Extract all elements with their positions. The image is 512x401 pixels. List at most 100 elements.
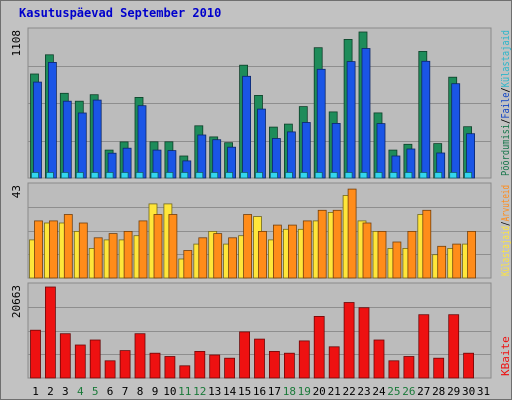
bar-middle-2-day-26 <box>407 230 417 279</box>
bar-top-3-day-3 <box>60 172 69 179</box>
ytick-max-label-top: 1108 <box>10 30 23 57</box>
bar-top-2-day-5 <box>92 99 102 179</box>
bar-middle-2-day-11 <box>183 250 193 279</box>
legend-entry-arvuteid: Arvuteid <box>499 185 512 221</box>
bar-top-2-day-12 <box>197 134 207 179</box>
legend-separator: / <box>499 221 512 226</box>
bar-top-3-day-26 <box>404 172 413 179</box>
bar-top-3-day-4 <box>75 172 84 179</box>
bar-middle-2-day-9 <box>153 214 163 279</box>
bar-top-2-day-15 <box>242 75 252 179</box>
ytick-max-label-middle: 43 <box>10 185 23 198</box>
legend-middle: Külastajaid/Arvuteid <box>499 185 512 276</box>
bar-bottom-1-day-4 <box>74 344 86 379</box>
bar-top-2-day-29 <box>451 83 461 179</box>
bar-middle-2-day-24 <box>377 230 387 279</box>
bar-top-3-day-1 <box>31 172 39 179</box>
bar-top-2-day-3 <box>62 100 72 179</box>
chart-title: Kasutuspäevad September 2010 <box>19 6 222 20</box>
bar-bottom-1-day-22 <box>343 302 355 379</box>
bar-bottom-1-day-17 <box>268 350 280 379</box>
bar-bottom-1-day-21 <box>328 346 340 379</box>
bar-top-3-day-15 <box>240 172 249 179</box>
bar-top-2-day-16 <box>257 108 266 179</box>
bar-bottom-1-day-20 <box>313 315 325 379</box>
x-tick-label-16: 16 <box>253 385 266 398</box>
bar-middle-2-day-7 <box>123 230 133 279</box>
bar-bottom-1-day-1 <box>30 329 41 379</box>
x-tick-label-18: 18 <box>283 385 296 398</box>
bar-middle-2-day-10 <box>168 214 178 279</box>
x-tick-label-29: 29 <box>447 385 460 398</box>
bar-middle-2-day-19 <box>302 220 312 279</box>
bar-middle-2-day-18 <box>287 224 297 279</box>
bar-middle-2-day-16 <box>258 230 267 279</box>
bar-top-3-day-19 <box>299 172 308 179</box>
x-tick-label-11: 11 <box>178 385 191 398</box>
bar-middle-2-day-21 <box>332 209 342 279</box>
x-tick-label-25: 25 <box>387 385 400 398</box>
bar-middle-2-day-2 <box>49 220 58 279</box>
bar-top-2-day-27 <box>421 60 431 179</box>
bar-top-3-day-5 <box>90 172 99 179</box>
bar-top-3-day-18 <box>284 172 293 179</box>
bar-top-2-day-24 <box>376 123 386 179</box>
bar-top-2-day-22 <box>346 61 356 179</box>
legend-separator: / <box>499 119 512 124</box>
x-tick-label-17: 17 <box>268 385 281 398</box>
bar-bottom-1-day-19 <box>298 340 310 379</box>
bar-top-3-day-10 <box>165 172 174 179</box>
bar-top-3-day-2 <box>46 172 54 179</box>
bar-bottom-1-day-6 <box>104 360 116 379</box>
legend-entry-pöördumisi: Pöördumisi <box>499 124 512 176</box>
x-tick-label-28: 28 <box>432 385 445 398</box>
legend-entry-kbaite: KBaite <box>499 336 512 376</box>
bar-top-2-day-19 <box>301 122 311 179</box>
bar-top-3-day-7 <box>120 172 129 179</box>
bar-top-3-day-28 <box>434 172 443 179</box>
bar-top-3-day-22 <box>344 172 353 179</box>
bar-top-2-day-8 <box>137 105 147 179</box>
bar-middle-2-day-13 <box>213 233 223 279</box>
x-tick-label-30: 30 <box>462 385 475 398</box>
x-tick-label-1: 1 <box>32 385 39 398</box>
x-tick-label-23: 23 <box>357 385 370 398</box>
bar-middle-2-day-22 <box>347 188 357 279</box>
x-tick-label-13: 13 <box>208 385 221 398</box>
bar-top-3-day-24 <box>374 172 383 179</box>
x-tick-label-10: 10 <box>163 385 176 398</box>
bar-bottom-1-day-8 <box>134 333 146 379</box>
bar-top-2-day-18 <box>286 131 296 179</box>
x-tick-label-27: 27 <box>417 385 430 398</box>
bar-bottom-1-day-25 <box>388 360 400 379</box>
bar-middle-2-day-27 <box>422 209 432 279</box>
x-tick-label-31: 31 <box>477 385 490 398</box>
bar-top-3-day-11 <box>180 172 189 179</box>
bar-middle-2-day-25 <box>392 241 402 279</box>
bar-middle-2-day-4 <box>78 222 88 279</box>
bar-middle-2-day-23 <box>362 222 372 279</box>
x-tick-label-20: 20 <box>313 385 326 398</box>
bar-middle-2-day-28 <box>437 245 447 279</box>
legend-entry-külastajaid: Külastajaid <box>499 226 512 276</box>
bar-bottom-1-day-9 <box>149 352 161 379</box>
bar-top-2-day-30 <box>466 133 476 179</box>
bar-middle-2-day-3 <box>63 214 73 279</box>
bar-top-3-day-9 <box>150 172 159 179</box>
bar-bottom-1-day-7 <box>119 350 131 379</box>
bar-top-2-day-17 <box>271 138 281 179</box>
bar-middle-2-day-15 <box>243 214 253 279</box>
legend-separator: / <box>499 87 512 92</box>
bar-top-3-day-16 <box>255 172 263 179</box>
x-tick-label-3: 3 <box>62 385 69 398</box>
bar-middle-2-day-29 <box>452 243 462 279</box>
bar-top-3-day-14 <box>225 172 234 179</box>
bar-bottom-1-day-30 <box>463 352 475 379</box>
bar-top-2-day-20 <box>316 68 326 179</box>
bar-bottom-1-day-3 <box>59 333 71 379</box>
bar-top-2-day-1 <box>33 81 42 179</box>
bar-bottom-1-day-11 <box>179 365 191 379</box>
bar-top-2-day-4 <box>77 112 87 179</box>
bar-bottom-1-day-24 <box>373 339 385 379</box>
